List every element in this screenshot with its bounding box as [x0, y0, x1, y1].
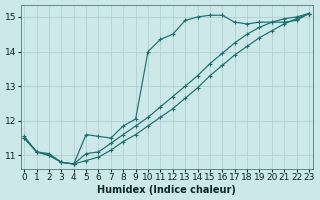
X-axis label: Humidex (Indice chaleur): Humidex (Indice chaleur) — [97, 185, 236, 195]
